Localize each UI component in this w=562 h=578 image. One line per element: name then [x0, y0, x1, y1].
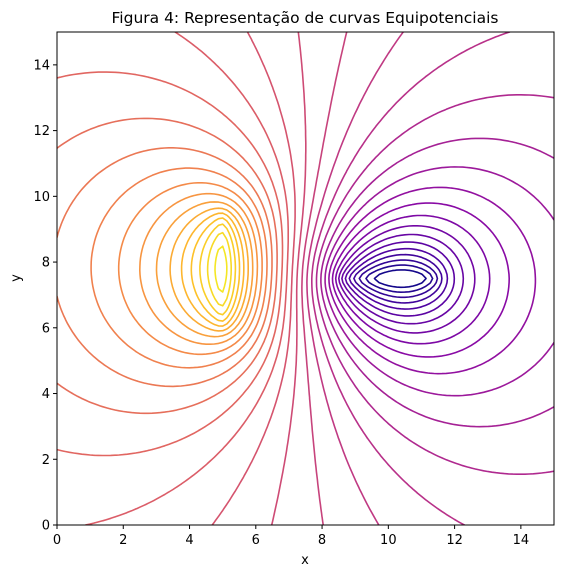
- contour-level-30: [200, 224, 236, 315]
- chart-title: Figura 4: Representação de curvas Equipo…: [112, 9, 499, 27]
- contour-level-31: [208, 233, 232, 306]
- y-tick-label: 4: [42, 387, 50, 402]
- x-tick-label: 0: [53, 533, 61, 548]
- y-tick-label: 6: [42, 321, 50, 336]
- contour-lines: [57, 32, 554, 525]
- y-tick-label: 12: [33, 124, 50, 139]
- x-tick-label: 4: [185, 533, 193, 548]
- contour-level-32: [215, 246, 227, 292]
- x-tick-label: 10: [380, 533, 397, 548]
- contour-level-11: [325, 167, 554, 396]
- x-tick-label: 6: [252, 533, 260, 548]
- x-axis-label: x: [301, 553, 309, 568]
- x-axis: 0 2 4 6 8 10 12 14: [53, 525, 529, 548]
- y-axis: 0 2 4 6 8 10 12 14: [33, 58, 57, 533]
- y-tick-label: 10: [33, 190, 50, 205]
- y-tick-label: 0: [42, 519, 50, 534]
- x-tick-label: 8: [318, 533, 326, 548]
- x-tick-label: 12: [446, 533, 463, 548]
- y-tick-label: 8: [42, 256, 50, 271]
- y-tick-label: 2: [42, 453, 50, 468]
- contour-level-0: [375, 270, 427, 287]
- y-tick-label: 14: [33, 58, 50, 73]
- contour-level-1: [366, 265, 433, 292]
- x-tick-label: 14: [513, 533, 530, 548]
- x-tick-label: 2: [119, 533, 127, 548]
- contour-level-18: [212, 32, 295, 525]
- y-axis-label: y: [9, 274, 24, 282]
